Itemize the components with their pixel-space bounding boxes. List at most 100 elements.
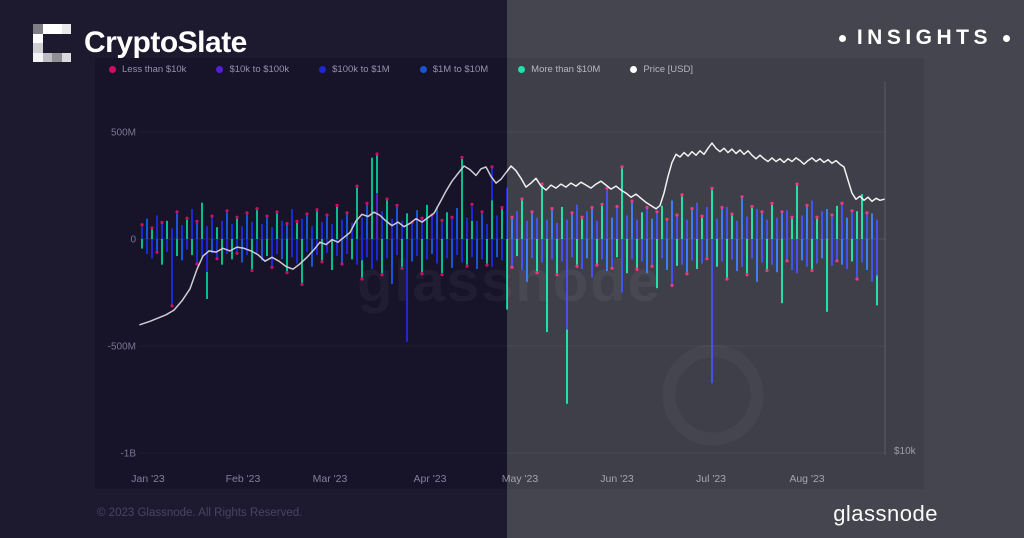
bar-tip-dot bbox=[795, 182, 799, 186]
volume-bar bbox=[306, 215, 308, 239]
volume-bar bbox=[676, 216, 678, 239]
volume-bar bbox=[346, 239, 348, 254]
volume-bar bbox=[506, 187, 508, 239]
volume-bar bbox=[491, 200, 493, 239]
bar-tip-dot bbox=[595, 263, 599, 267]
volume-bar bbox=[376, 155, 378, 194]
volume-bar bbox=[621, 239, 623, 293]
volume-bar bbox=[486, 224, 488, 239]
volume-bar bbox=[231, 224, 233, 239]
volume-bar bbox=[546, 219, 548, 239]
volume-bar bbox=[461, 239, 463, 263]
bar-tip-dot bbox=[700, 214, 704, 218]
volume-bar bbox=[626, 215, 628, 239]
volume-bar bbox=[806, 239, 808, 267]
volume-bar bbox=[156, 215, 158, 239]
x-axis-label: Jul '23 bbox=[696, 473, 726, 485]
bar-tip-dot bbox=[815, 215, 819, 219]
volume-bar bbox=[281, 239, 283, 260]
volume-bar bbox=[161, 224, 163, 239]
volume-bar bbox=[361, 260, 363, 278]
volume-bar bbox=[186, 239, 188, 250]
logo-pixel bbox=[52, 52, 62, 62]
bar-tip-dot bbox=[470, 202, 474, 206]
volume-bar bbox=[236, 218, 238, 239]
volume-bar bbox=[331, 224, 333, 239]
volume-bar bbox=[341, 239, 343, 263]
volume-bar bbox=[526, 239, 528, 282]
chart-card: Less than $10k $10k to $100k $100k to $1… bbox=[95, 58, 924, 489]
volume-bar bbox=[531, 213, 533, 239]
bar-tip-dot bbox=[265, 214, 269, 218]
volume-bar bbox=[871, 213, 873, 239]
volume-bar bbox=[311, 226, 313, 239]
volume-bar bbox=[381, 211, 383, 239]
y-axis-label: 500M bbox=[111, 128, 136, 139]
bullet-icon bbox=[1003, 34, 1010, 42]
volume-bar bbox=[401, 220, 403, 239]
volume-bar bbox=[541, 239, 543, 263]
bar-tip-dot bbox=[215, 257, 219, 261]
volume-bar bbox=[736, 220, 738, 239]
volume-bar bbox=[446, 212, 448, 240]
bar-tip-dot bbox=[865, 211, 869, 215]
volume-bar bbox=[776, 217, 778, 239]
volume-bar bbox=[726, 206, 728, 239]
volume-bar bbox=[611, 217, 613, 239]
bar-tip-dot bbox=[255, 207, 259, 211]
legend-dot-white bbox=[630, 66, 638, 73]
volume-bar bbox=[686, 219, 688, 239]
volume-bar bbox=[271, 227, 273, 239]
volume-bar bbox=[876, 239, 878, 276]
volume-bar bbox=[206, 239, 208, 272]
volume-bar bbox=[216, 239, 218, 258]
volume-bar bbox=[441, 221, 443, 239]
bar-tip-dot bbox=[620, 165, 624, 169]
bar-tip-dot bbox=[355, 184, 359, 188]
volume-bar bbox=[151, 229, 153, 239]
volume-bar bbox=[271, 239, 273, 266]
volume-bar bbox=[626, 239, 628, 274]
volume-bar bbox=[296, 239, 298, 264]
bar-tip-dot bbox=[440, 273, 444, 277]
volume-bar bbox=[141, 239, 143, 249]
volume-bar bbox=[241, 239, 243, 263]
volume-bar bbox=[491, 239, 493, 267]
volume-bar bbox=[836, 239, 838, 260]
bar-tip-dot bbox=[305, 212, 309, 216]
bar-tip-dot bbox=[235, 215, 239, 219]
volume-bar bbox=[481, 239, 483, 260]
volume-bar bbox=[236, 239, 238, 252]
volume-bar bbox=[691, 210, 693, 239]
volume-bar bbox=[211, 217, 213, 239]
bar-tip-dot bbox=[485, 263, 489, 267]
volume-bar bbox=[801, 239, 803, 261]
volume-bar bbox=[366, 204, 368, 239]
x-axis-label: Feb '23 bbox=[226, 473, 261, 485]
bullet-icon bbox=[838, 34, 846, 42]
insights-label: INSIGHTS bbox=[856, 26, 992, 49]
bar-tip-dot bbox=[210, 214, 214, 218]
volume-bar bbox=[856, 239, 858, 278]
volume-bar bbox=[296, 222, 298, 239]
volume-bar bbox=[261, 224, 263, 239]
volume-bar bbox=[416, 239, 418, 257]
volume-bar bbox=[776, 239, 778, 273]
volume-bar bbox=[651, 239, 653, 265]
volume-bar bbox=[581, 218, 583, 239]
volume-bar bbox=[646, 209, 648, 239]
volume-bar bbox=[471, 205, 473, 221]
logo-pixel bbox=[42, 24, 52, 34]
y-axis-label: -1B bbox=[120, 449, 136, 460]
volume-bar bbox=[191, 239, 193, 256]
bar-tip-dot bbox=[600, 202, 604, 206]
bar-tip-dot bbox=[830, 213, 834, 217]
volume-bar bbox=[771, 204, 773, 239]
volume-bar bbox=[801, 215, 803, 239]
volume-bar bbox=[806, 206, 808, 239]
bar-tip-dot bbox=[365, 201, 369, 205]
volume-bar bbox=[746, 239, 748, 274]
volume-bar bbox=[221, 239, 223, 265]
volume-bar bbox=[781, 213, 783, 239]
volume-bar bbox=[361, 239, 363, 261]
